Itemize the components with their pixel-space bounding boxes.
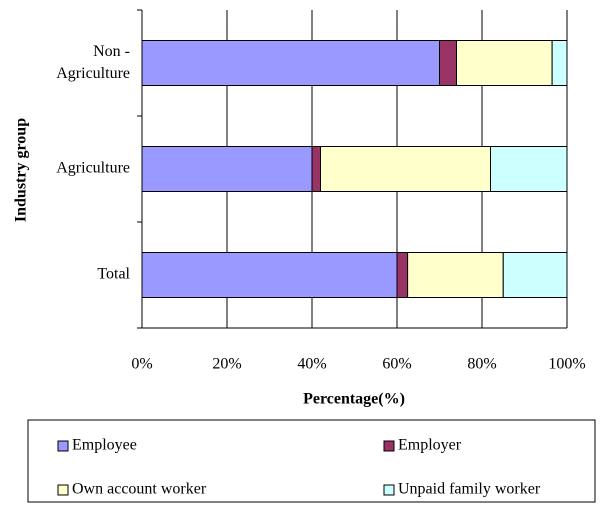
y-axis-title: Industry group: [13, 118, 30, 222]
legend-box: [27, 419, 596, 503]
x-tick-label: 100%: [548, 356, 585, 373]
legend-label: Employer: [398, 437, 462, 454]
x-tick-label: 20%: [212, 356, 241, 373]
x-axis-title: Percentage(%): [303, 391, 405, 408]
bar-segment: [456, 40, 553, 86]
bar-segment: [141, 252, 398, 298]
legend-label: Own account worker: [72, 481, 207, 498]
x-tick-label: 40%: [297, 356, 326, 373]
legend-swatch: [57, 484, 69, 496]
legend-label: Employee: [72, 437, 137, 454]
bar-segment: [407, 252, 504, 298]
bar-segment: [320, 146, 491, 192]
bar-segment: [311, 146, 321, 192]
legend-label: Unpaid family worker: [398, 481, 541, 498]
bar-segment: [551, 40, 568, 86]
legend-swatch: [383, 484, 395, 496]
legend-swatch: [57, 440, 69, 452]
bar-segment: [502, 252, 568, 298]
legend-swatch: [383, 440, 395, 452]
x-tick-label: 0%: [131, 356, 152, 373]
y-tick-label: Total: [97, 266, 130, 283]
bar-segment: [141, 40, 440, 86]
y-tick-label: Non -Agriculture: [56, 43, 130, 82]
bar-segment: [396, 252, 409, 298]
bar-segment: [490, 146, 568, 192]
bar-segment: [141, 146, 313, 192]
x-tick-label: 60%: [382, 356, 411, 373]
bar-segment: [439, 40, 457, 86]
y-tick-label: Agriculture: [56, 160, 130, 177]
x-tick-label: 80%: [467, 356, 496, 373]
